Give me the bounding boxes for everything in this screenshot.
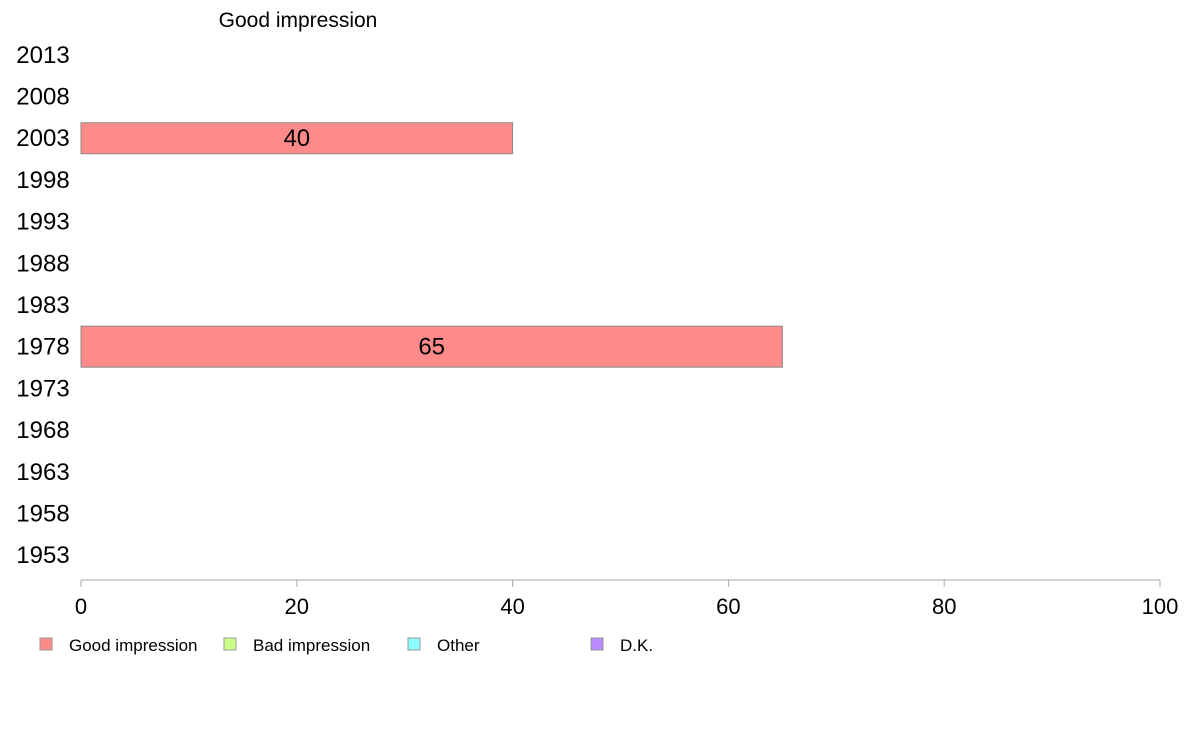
legend-label-3: D.K. [620,636,653,655]
x-tick-label-0: 0 [75,594,87,619]
year-label-1953: 1953 [16,542,69,569]
x-tick-label-80: 80 [932,594,956,619]
year-label-1978: 1978 [16,334,69,361]
legend-swatch-0 [39,637,53,651]
legend-label-0: Good impression [69,636,198,655]
series-title: Good impression [219,9,378,32]
legend-swatch-3 [590,637,604,651]
legend-swatch-1 [223,637,237,651]
x-axis: 0 20 40 60 80 100 [75,579,1179,619]
legend-label-2: Other [437,636,480,655]
year-label-2013: 2013 [16,42,69,69]
year-label-1983: 1983 [16,292,69,319]
x-tick-label-20: 20 [285,594,309,619]
year-label-1998: 1998 [16,167,69,194]
year-label-2003: 2003 [16,125,69,152]
bar-1978 [80,325,783,368]
x-tick-label-100: 100 [1142,594,1179,619]
year-label-1968: 1968 [16,417,69,444]
year-label-1993: 1993 [16,209,69,236]
legend-label-1: Bad impression [253,636,370,655]
year-label-2008: 2008 [16,84,69,111]
year-label-1963: 1963 [16,459,69,486]
year-label-1973: 1973 [16,375,69,402]
bar-label-2003: 40 [283,125,310,152]
year-label-1988: 1988 [16,250,69,277]
x-tick-label-40: 40 [500,594,524,619]
legend: Good impression Bad impression Other D.K. [39,636,653,655]
year-label-1958: 1958 [16,500,69,527]
year-labels: 2013 2008 2003 1998 1993 1988 1983 1978 1973 1968… [16,42,69,569]
bars: 40 65 [80,122,783,368]
x-tick-label-60: 60 [716,594,740,619]
bar-2003 [80,122,514,155]
bar-label-1978: 65 [418,334,445,361]
legend-swatch-2 [407,637,421,651]
